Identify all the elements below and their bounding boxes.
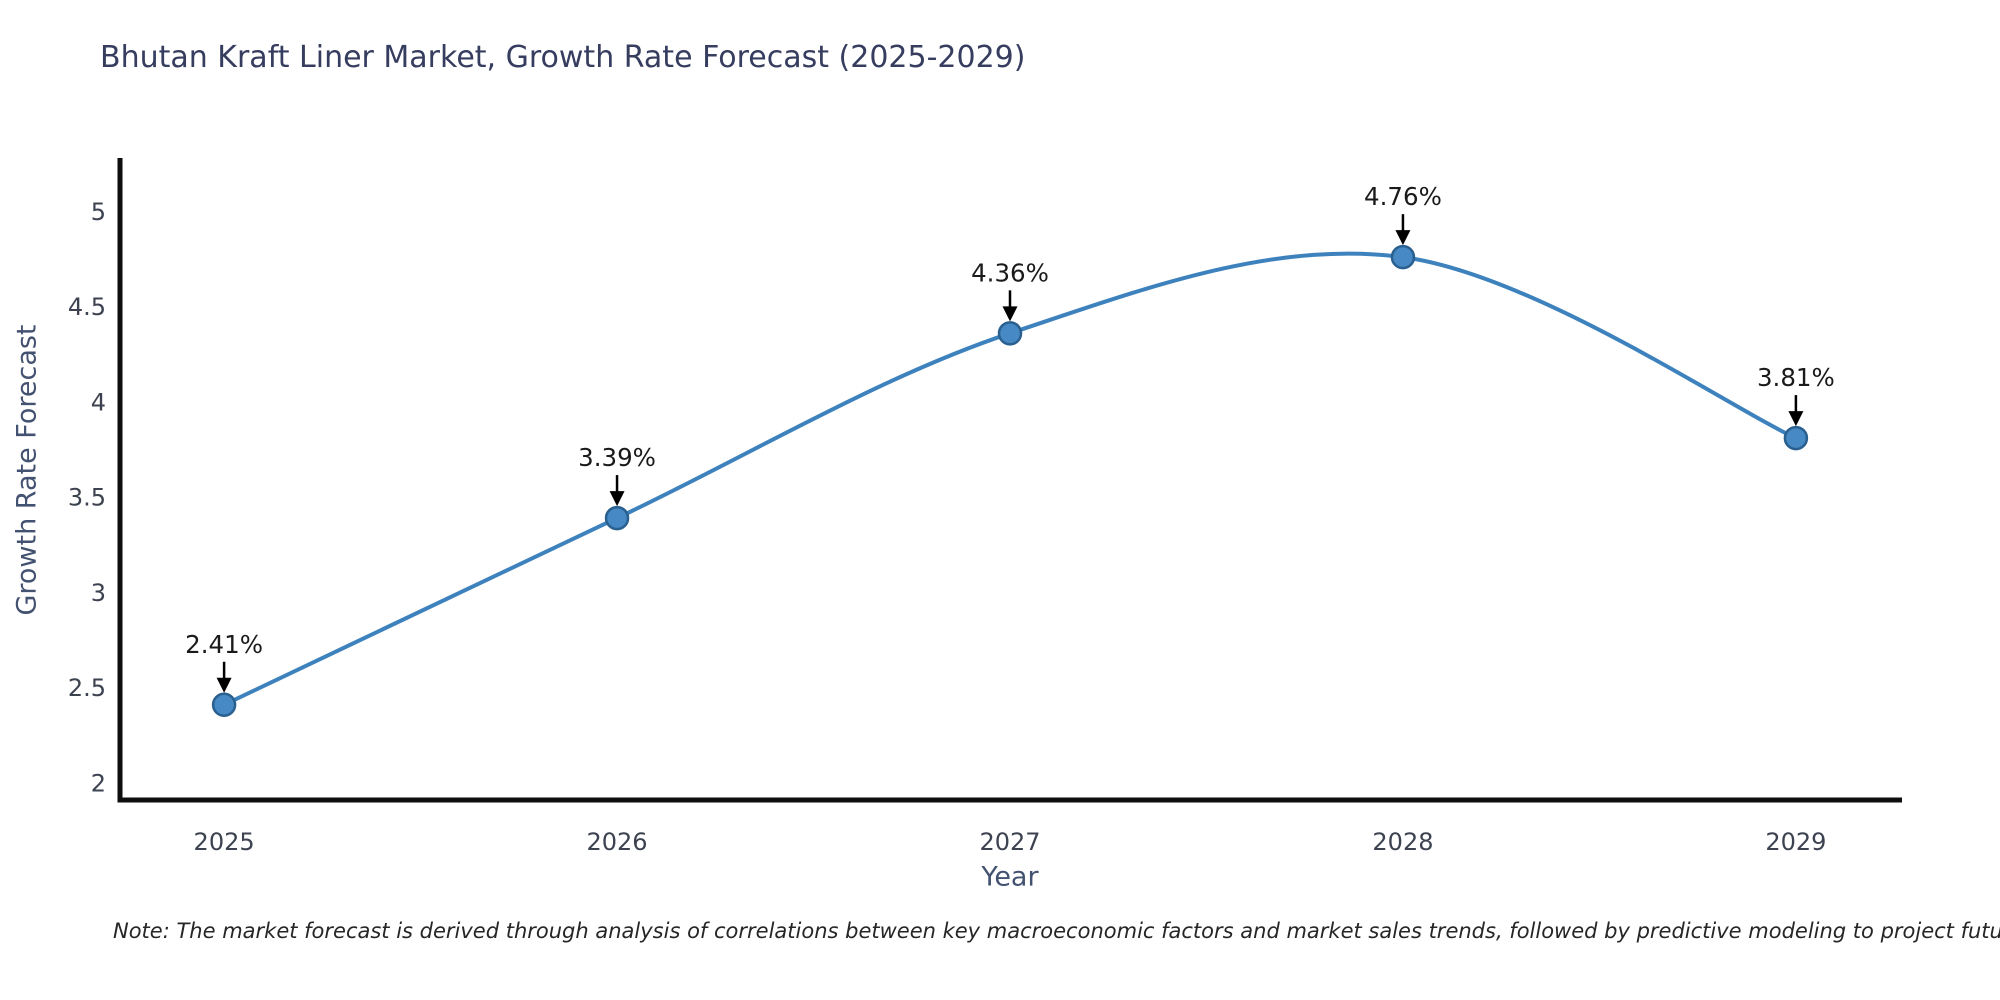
y-tick-label: 2 (91, 769, 106, 797)
data-point-marker (1783, 425, 1809, 451)
y-tick-label: 3.5 (68, 484, 106, 512)
data-point-marker (997, 321, 1023, 346)
annotation-label: 2.41% (185, 630, 263, 659)
annotation-label: 3.81% (1757, 363, 1835, 392)
x-tick-label: 2027 (979, 828, 1040, 856)
y-tick-label: 3 (91, 579, 106, 607)
data-point-marker (211, 692, 237, 718)
annotation-arrow-head (1788, 411, 1804, 427)
y-tick-label: 4 (91, 388, 106, 416)
chart-title: Bhutan Kraft Liner Market, Growth Rate F… (100, 40, 1026, 75)
x-tick-label: 2025 (194, 828, 255, 856)
data-point-marker (604, 505, 630, 531)
annotation-label: 4.36% (971, 258, 1049, 287)
footnote: Note: The market forecast is derived thr… (113, 919, 2000, 943)
annotation-arrow-head (1002, 306, 1018, 322)
y-tick-label: 2.5 (68, 674, 106, 702)
annotation-label: 4.76% (1364, 182, 1442, 211)
data-point-marker (1390, 244, 1416, 270)
x-tick-label: 2026 (587, 828, 648, 856)
annotation-arrow-head (216, 677, 232, 693)
y-tick-label: 4.5 (68, 293, 106, 321)
annotation-arrow-head (1395, 230, 1411, 246)
annotation-arrow-head (609, 491, 625, 507)
annotation-label: 3.39% (578, 443, 656, 472)
y-tick-label: 5 (91, 198, 106, 226)
x-tick-label: 2029 (1765, 828, 1826, 856)
x-axis-label: Year (981, 861, 1039, 893)
x-tick-label: 2028 (1372, 828, 1433, 856)
